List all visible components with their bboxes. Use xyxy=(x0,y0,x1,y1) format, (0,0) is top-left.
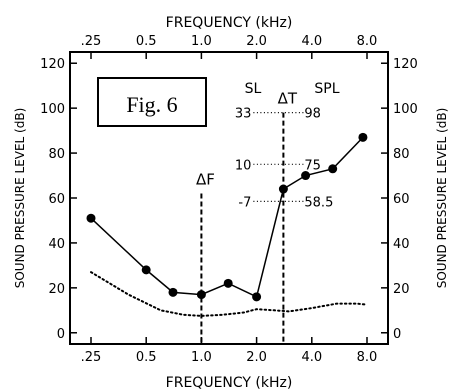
spl-header: SPL xyxy=(314,81,339,97)
x-tick-label-top: 4.0 xyxy=(301,34,322,49)
marker-label-1: ΔT xyxy=(278,90,298,108)
y-axis-title-right: SOUND PRESSURE LEVEL (dB) xyxy=(435,108,449,289)
x-tick-label-top: 0.5 xyxy=(136,34,157,49)
series-0-point xyxy=(168,287,178,297)
y-tick-label-right: 120 xyxy=(393,57,418,72)
series-1-dotted-line xyxy=(90,271,368,317)
y-tick-label-right: 100 xyxy=(393,102,418,117)
sl-header: SL xyxy=(245,81,262,97)
series-0-point xyxy=(141,265,151,275)
annotation-sl: 10 xyxy=(235,158,252,173)
y-axis-title-left: SOUND PRESSURE LEVEL (dB) xyxy=(13,108,27,289)
x-tick-label-bottom: 8.0 xyxy=(357,350,378,365)
x-axis-title-bottom: FREQUENCY (kHz) xyxy=(166,375,293,391)
x-tick-label-bottom: .25 xyxy=(81,350,102,365)
x-tick-label-top: .25 xyxy=(81,34,102,49)
y-tick-label-right: 0 xyxy=(393,327,401,342)
y-tick-label-left: 80 xyxy=(48,147,65,162)
annotation-spl: 58.5 xyxy=(304,195,333,210)
y-tick-label-left: 120 xyxy=(40,57,65,72)
y-tick-label-right: 40 xyxy=(393,237,410,252)
annotation-sl: 33 xyxy=(235,107,252,122)
series-0-point xyxy=(301,171,311,181)
x-tick-label-bottom: 0.5 xyxy=(136,350,157,365)
y-tick-label-right: 80 xyxy=(393,147,410,162)
y-tick-label-right: 60 xyxy=(393,192,410,207)
y-tick-label-left: 40 xyxy=(48,237,65,252)
x-axis-title-top: FREQUENCY (kHz) xyxy=(166,15,293,31)
annotation-sl: -7 xyxy=(238,195,251,210)
y-tick-label-left: 20 xyxy=(48,282,65,297)
annotation-spl: 98 xyxy=(304,107,321,122)
series-0-point xyxy=(196,290,206,300)
x-tick-label-bottom: 2.0 xyxy=(246,350,267,365)
series-0-point xyxy=(86,213,96,223)
series-0-point xyxy=(223,278,233,288)
marker-label-0: ΔF xyxy=(196,171,215,189)
x-tick-label-bottom: 4.0 xyxy=(301,350,322,365)
x-tick-label-bottom: 1.0 xyxy=(191,350,212,365)
x-tick-label-top: 1.0 xyxy=(191,34,212,49)
series-0-point xyxy=(252,292,262,302)
y-tick-label-left: 0 xyxy=(57,327,65,342)
x-tick-label-top: 8.0 xyxy=(357,34,378,49)
figure-label-box xyxy=(97,77,207,127)
series-0-point xyxy=(328,164,338,174)
figure-label: Fig. 6 xyxy=(126,92,177,117)
y-tick-label-left: 100 xyxy=(40,102,65,117)
series-0-point xyxy=(358,132,368,142)
y-tick-label-right: 20 xyxy=(393,282,410,297)
annotation-spl: 75 xyxy=(304,158,321,173)
y-tick-label-left: 60 xyxy=(48,192,65,207)
x-tick-label-top: 2.0 xyxy=(246,34,267,49)
series-0-line xyxy=(90,136,364,298)
